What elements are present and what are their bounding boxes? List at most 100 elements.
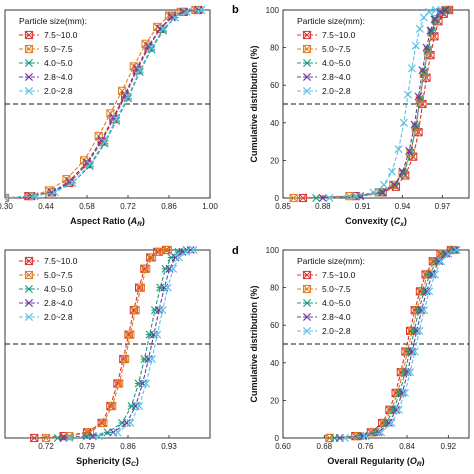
data-point-a-1-box — [118, 86, 127, 95]
data-point-a-3-d2 — [121, 90, 130, 99]
data-point-b-4 — [325, 193, 334, 203]
data-point-c-4-d2 — [94, 432, 103, 441]
data-point-b-4 — [407, 64, 416, 73]
data-point-a-1-d2 — [129, 62, 138, 71]
data-point-a-4 — [135, 66, 144, 75]
x-tick-label-a: 1.00 — [202, 202, 218, 211]
legend-label-c-1: 5.0~7.5 — [44, 270, 73, 280]
data-point-c-1 — [120, 354, 130, 364]
data-point-c-1 — [115, 379, 124, 388]
data-point-a-4-d2 — [170, 13, 179, 22]
data-point-b-4-d2 — [411, 41, 420, 50]
series-b-3 — [318, 5, 450, 203]
legend-marker-d-1-d2 — [303, 285, 311, 293]
y-axis-label-b: Cumulative distribution (%) — [249, 45, 259, 162]
legend-marker-c-1-d2 — [25, 271, 33, 279]
data-point-d-4-d2 — [406, 368, 415, 377]
series-b-4 — [325, 5, 440, 203]
data-point-d-4 — [400, 388, 409, 397]
data-point-b-4 — [379, 180, 388, 189]
data-point-c-4 — [94, 432, 103, 441]
data-point-b-3-d2 — [418, 66, 427, 75]
series-line-b-0 — [302, 9, 450, 199]
x-tick-label-c: 0.86 — [120, 442, 136, 451]
data-point-c-3 — [88, 432, 97, 441]
data-point-c-3-d2 — [131, 402, 140, 411]
data-point-b-3 — [414, 92, 423, 101]
legend-marker-d-2 — [303, 299, 311, 307]
data-point-c-1-box — [99, 418, 108, 428]
data-point-c-1-box — [142, 264, 151, 273]
x-tick-label-b: 0.85 — [275, 202, 291, 211]
data-point-b-1-box — [289, 193, 298, 203]
legend-marker-c-0 — [24, 256, 34, 266]
data-point-b-4 — [399, 118, 408, 127]
legend-entry-d-4: 2.0~2.8 — [297, 326, 351, 336]
data-point-c-3-d2 — [88, 432, 97, 441]
data-point-c-3-d2 — [59, 433, 68, 443]
data-point-a-1-box — [129, 62, 138, 71]
data-point-b-4-d2 — [369, 188, 378, 197]
legend-marker-a-4 — [24, 86, 34, 96]
data-point-a-4-d2 — [182, 7, 191, 16]
data-point-d-4 — [361, 432, 370, 441]
legend-marker-a-2 — [25, 59, 33, 67]
data-point-c-4 — [135, 402, 144, 411]
data-point-c-3-d2 — [171, 253, 180, 262]
data-point-c-1-d2 — [108, 402, 117, 410]
panel-letter-d: d — [232, 245, 239, 257]
data-point-d-4-d2 — [387, 418, 396, 427]
data-point-c-2 — [127, 402, 136, 411]
data-point-c-1-box — [136, 283, 145, 292]
data-point-b-4-d2 — [352, 192, 361, 201]
data-point-d-3 — [384, 418, 393, 427]
data-point-c-1 — [147, 253, 157, 262]
x-tick-label-d: 0.60 — [275, 442, 291, 451]
x-tick-label-d: 0.84 — [399, 442, 415, 451]
data-point-c-1-d2 — [126, 330, 135, 339]
data-point-c-4-d2 — [65, 433, 74, 443]
data-point-b-3 — [430, 15, 439, 24]
x-tick-label-b: 0.97 — [435, 202, 451, 211]
data-point-c-1 — [154, 247, 164, 256]
data-point-d-4-d2 — [425, 287, 434, 296]
data-point-a-1-d2 — [165, 11, 173, 20]
data-point-c-0-d2 — [83, 428, 91, 437]
legend-label-d-1: 5.0~7.5 — [322, 284, 351, 294]
data-point-b-3 — [390, 180, 399, 189]
legend-entry-c-3: 2.8~4.0 — [19, 298, 73, 308]
data-point-d-3-d2 — [384, 418, 393, 427]
data-point-a-4 — [182, 7, 191, 16]
data-point-a-1-d2 — [62, 175, 71, 184]
y-axis-label-d: Cumulative distribution (%) — [249, 285, 259, 402]
legend-marker-c-3 — [24, 298, 34, 308]
legend-marker-c-3-d2 — [24, 298, 34, 308]
data-point-d-3 — [435, 257, 444, 266]
data-point-d-4 — [452, 245, 461, 255]
data-point-b-3-d2 — [405, 146, 414, 156]
data-point-c-1 — [142, 264, 151, 273]
data-point-a-4 — [30, 192, 39, 201]
legend-entry-b-3: 2.8~4.0 — [297, 72, 351, 82]
data-point-c-1-d2 — [136, 283, 145, 292]
data-point-a-0-d2 — [121, 92, 130, 101]
data-point-c-1-box — [154, 247, 164, 256]
data-point-c-2 — [53, 434, 62, 442]
legend-marker-d-4 — [302, 326, 312, 336]
data-point-c-2 — [161, 264, 170, 273]
data-point-a-1-box — [141, 39, 150, 48]
legend-label-b-1: 5.0~7.5 — [322, 44, 351, 54]
data-point-c-3-d2 — [122, 418, 131, 427]
plot-frame-a — [4, 9, 211, 199]
data-point-c-0-d2 — [119, 355, 128, 363]
data-point-d-4-d2 — [430, 270, 439, 279]
legend-label-d-4: 2.0~2.8 — [322, 326, 351, 336]
legend-entry-d-0: 7.5~10.0 — [297, 270, 356, 280]
data-point-a-4 — [112, 115, 121, 124]
legend-label-a-3: 2.8~4.0 — [44, 72, 73, 82]
legend-entry-a-0: 7.5~10.0 — [19, 30, 78, 40]
data-point-d-4-d2 — [444, 249, 453, 258]
data-point-c-3 — [178, 247, 187, 256]
data-point-c-0-d2 — [106, 402, 115, 410]
